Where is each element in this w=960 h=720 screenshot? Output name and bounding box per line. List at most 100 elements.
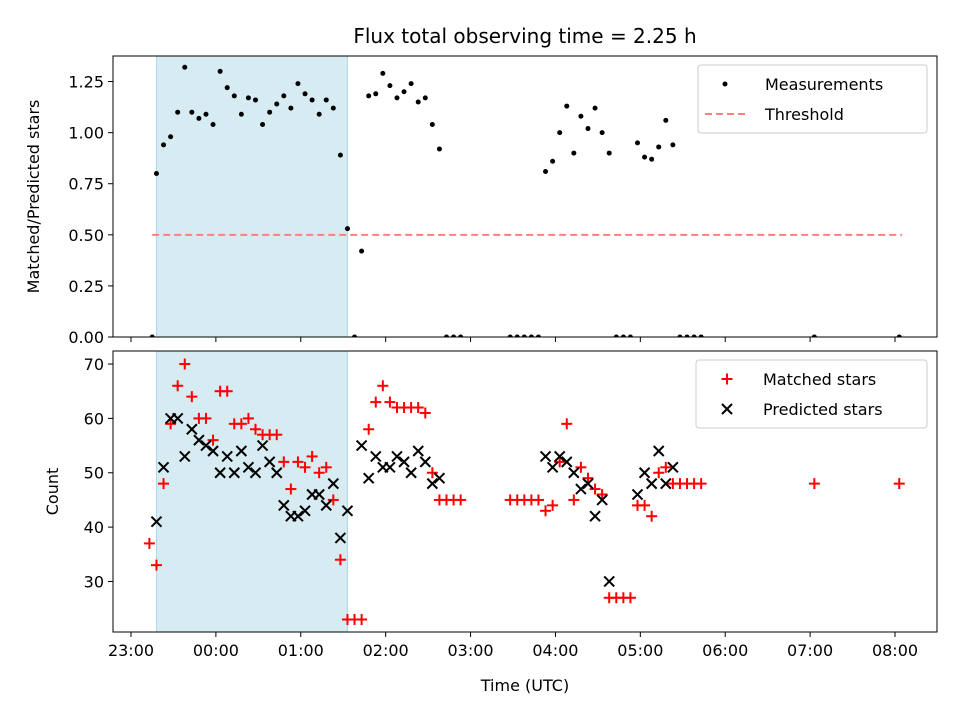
matched-star-point	[377, 380, 389, 392]
matched-star-point	[242, 412, 254, 424]
measurement-point	[366, 93, 372, 99]
predicted-star-point	[150, 515, 163, 528]
measurement-point	[323, 97, 329, 103]
measurement-point	[811, 334, 817, 337]
measurement-point	[274, 101, 280, 107]
series-measurements	[149, 64, 902, 337]
matched-star-point	[363, 423, 375, 435]
matched-star-point	[808, 478, 820, 490]
x-tick-label: 05:00	[617, 641, 663, 660]
x-tick-label: 04:00	[532, 641, 578, 660]
x-tick-label: 08:00	[872, 641, 918, 660]
measurement-point	[196, 115, 202, 121]
predicted-star-point	[334, 532, 347, 544]
predicted-star-point	[171, 412, 184, 425]
measurement-point	[415, 99, 421, 105]
measurement-point	[592, 105, 598, 111]
y-tick-label: 0.75	[68, 175, 104, 194]
predicted-star-point	[299, 505, 311, 517]
measurement-point	[352, 334, 358, 337]
plot-area	[149, 56, 903, 337]
measurement-point	[684, 334, 690, 337]
predicted-star-point	[221, 450, 233, 463]
predicted-star-point	[596, 494, 608, 506]
matched-star-point	[532, 494, 544, 506]
predicted-star-point	[362, 472, 375, 484]
y-tick-label: 0.25	[68, 277, 104, 296]
predicted-star-point	[667, 461, 679, 474]
matched-star-point	[313, 467, 325, 479]
measurement-point	[302, 91, 308, 97]
measurement-point	[153, 171, 159, 177]
measurement-point	[408, 81, 414, 87]
matched-star-point	[893, 478, 905, 490]
measurement-point	[359, 248, 365, 254]
predicted-star-point	[157, 461, 170, 474]
predicted-star-point	[561, 456, 573, 468]
measurement-point	[217, 68, 223, 74]
measurement-point	[380, 70, 386, 76]
measurement-point	[231, 93, 237, 99]
matched-star-point	[327, 494, 339, 506]
matched-star-point	[419, 407, 431, 419]
measurement-point	[451, 334, 457, 337]
matched-star-point	[179, 358, 191, 370]
measurement-point	[337, 152, 343, 158]
y-tick-label: 40	[84, 518, 104, 537]
matched-star-point	[426, 467, 438, 479]
predicted-star-point	[341, 505, 354, 517]
y-axis-label: Count	[43, 468, 62, 516]
matched-star-point	[547, 499, 559, 511]
matched-star-point	[639, 499, 651, 511]
predicted-star-point	[582, 477, 594, 490]
predicted-star-point	[193, 434, 205, 446]
predicted-star-point	[249, 467, 262, 479]
predicted-star-point	[214, 467, 226, 479]
predicted-star-point	[228, 467, 240, 479]
measurement-point	[677, 334, 683, 337]
legend-marker-predicted	[721, 403, 733, 415]
matched-star-point	[568, 494, 580, 506]
measurement-point	[330, 105, 336, 111]
legend: Matched stars Predicted stars	[695, 359, 928, 429]
measurement-point	[663, 117, 669, 123]
matched-star-point	[695, 478, 707, 490]
predicted-star-point	[384, 461, 396, 474]
x-tick-label: 07:00	[787, 641, 833, 660]
predicted-star-point	[412, 445, 424, 457]
predicted-star-point	[186, 423, 198, 435]
measurement-point	[182, 64, 188, 70]
matched-star-point	[299, 461, 311, 473]
x-tick-label: 01:00	[278, 641, 324, 660]
matched-star-point	[165, 418, 177, 430]
measurement-point	[344, 226, 350, 232]
predicted-star-point	[320, 499, 332, 512]
legend-box	[697, 64, 928, 134]
measurement-point	[444, 334, 450, 337]
predicted-star-point	[271, 467, 283, 479]
measurement-point	[656, 144, 662, 150]
measurement-point	[613, 334, 619, 337]
measurement-point	[691, 334, 697, 337]
predicted-star-point	[242, 461, 255, 474]
predicted-star-point	[660, 477, 672, 490]
measurement-point	[224, 85, 230, 91]
measurement-point	[245, 95, 251, 101]
predicted-star-point	[653, 445, 665, 457]
measurement-point	[642, 154, 648, 160]
x-tick-label: 00:00	[193, 641, 239, 660]
legend: Measurements Threshold	[697, 64, 928, 134]
axes-frame	[112, 350, 938, 633]
predicted-star-point	[419, 456, 431, 468]
legend-label: Measurements	[765, 75, 883, 94]
measurement-point	[635, 140, 641, 146]
measurement-point	[175, 109, 181, 115]
measurement-point	[295, 81, 301, 87]
matched-star-point	[306, 450, 318, 462]
measurement-point	[168, 134, 174, 140]
measurement-point	[550, 158, 556, 164]
predicted-star-point	[370, 450, 382, 463]
predicted-star-point	[263, 456, 276, 468]
measurement-point	[429, 121, 435, 127]
matched-star-point	[278, 456, 290, 468]
